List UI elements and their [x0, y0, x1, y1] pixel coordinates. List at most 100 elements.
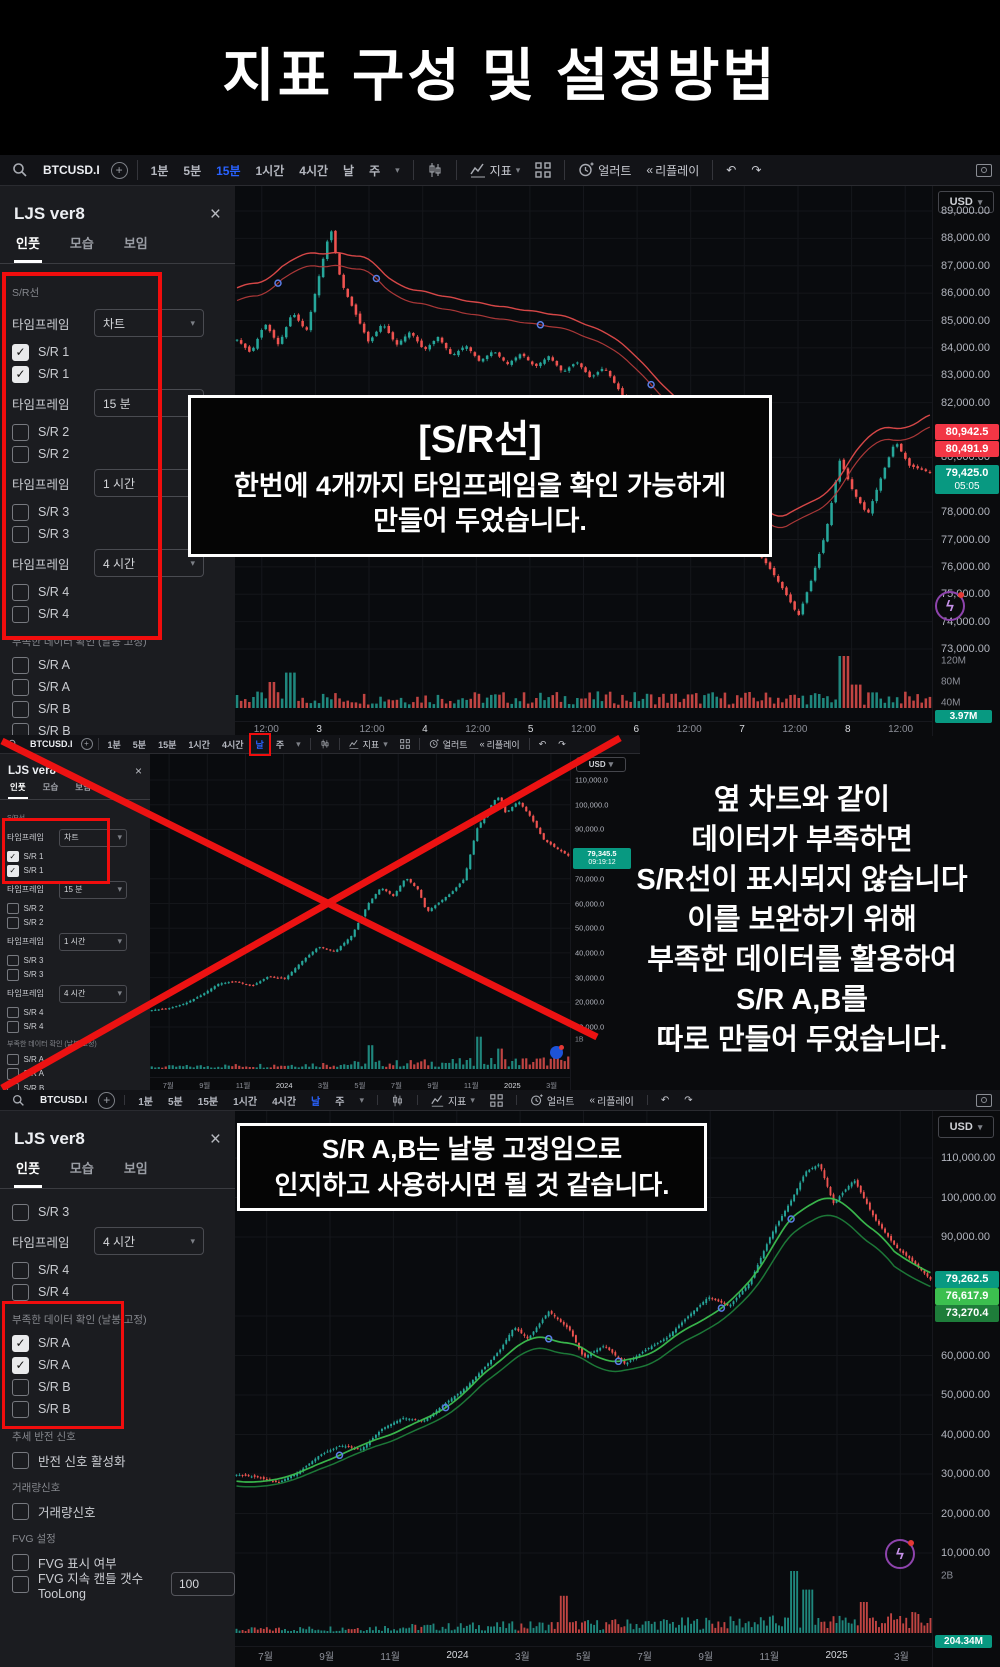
- timeframe-5분[interactable]: 5분: [132, 739, 147, 750]
- add-symbol-button[interactable]: +: [110, 161, 128, 179]
- checkbox-s-r-1[interactable]: ✓: [12, 343, 29, 361]
- tab-보임[interactable]: 보임: [123, 236, 148, 251]
- fvg-candle-count-input[interactable]: [171, 1572, 235, 1596]
- checkbox-반전-신호-활성화[interactable]: [12, 1451, 29, 1469]
- timeframe-menu-chevron-icon[interactable]: ▾: [296, 738, 301, 749]
- checkbox-s-r-a[interactable]: [7, 1053, 19, 1065]
- checkbox-s-r-4[interactable]: [12, 605, 29, 623]
- symbol-search[interactable]: BTCUSD.I: [40, 1094, 88, 1106]
- checkbox-s-r-b[interactable]: [12, 1378, 29, 1396]
- candle-style-icon[interactable]: [423, 160, 447, 180]
- time-axis[interactable]: 7월 9월 11월 2024 3월 5월 7월 9월 11월 2025 3월: [235, 1646, 932, 1664]
- checkbox-s-r-1[interactable]: ✓: [7, 850, 19, 862]
- alert-button[interactable]: 얼러트: [425, 736, 472, 753]
- undo-icon[interactable]: ↶: [538, 738, 547, 749]
- tab-보임[interactable]: 보임: [75, 782, 91, 792]
- timeframe-15분[interactable]: 15분: [197, 1096, 219, 1108]
- timeframe-1시간[interactable]: 1시간: [255, 163, 285, 178]
- indicators-button[interactable]: 지표 ▾: [466, 160, 525, 181]
- timeframe-1분[interactable]: 1분: [138, 1096, 153, 1108]
- timeframe-1분[interactable]: 1분: [107, 739, 121, 750]
- alert-button[interactable]: 얼러트: [526, 1091, 579, 1110]
- checkbox-s-r-4[interactable]: [7, 1021, 19, 1033]
- undo-icon[interactable]: ↶: [660, 1094, 670, 1106]
- timeframe-날[interactable]: 날: [248, 732, 271, 756]
- add-symbol-button[interactable]: +: [98, 1091, 116, 1109]
- search-icon[interactable]: [4, 737, 22, 751]
- checkbox-s-r-3[interactable]: [12, 525, 29, 543]
- replay-button[interactable]: «리플레이: [589, 1094, 634, 1108]
- close-icon[interactable]: ×: [209, 203, 221, 225]
- price-axis[interactable]: USD▾110,000.00100,000.0090,000.0070,000.…: [932, 1111, 1000, 1667]
- timeframe-menu-chevron-icon[interactable]: ▾: [395, 164, 400, 175]
- timeframe-dropdown[interactable]: 1 시간▾: [59, 932, 127, 951]
- camera-icon[interactable]: [976, 1093, 992, 1107]
- price-chart-daily-nodata[interactable]: [150, 754, 570, 1077]
- checkbox-fvg-지속-캔들-갯수-toolong[interactable]: [12, 1575, 29, 1593]
- replay-button[interactable]: «리플레이: [646, 163, 700, 178]
- checkbox-s-r-2[interactable]: [12, 445, 29, 463]
- timeframe-15분[interactable]: 15분: [216, 163, 241, 178]
- timeframe-dropdown[interactable]: 4 시간 ▾: [59, 984, 127, 1003]
- redo-icon[interactable]: ↷: [684, 1094, 693, 1106]
- timeframe-dropdown[interactable]: 4 시간 ▾: [94, 549, 204, 577]
- timeframe-주[interactable]: 주: [335, 1096, 345, 1108]
- checkbox-s-r-4[interactable]: [12, 1283, 29, 1301]
- layout-grid-icon[interactable]: [531, 160, 555, 180]
- search-icon[interactable]: [8, 1092, 29, 1109]
- boost-icon[interactable]: ϟ: [935, 591, 965, 621]
- timeframe-dropdown[interactable]: 차트 ▾: [94, 309, 204, 337]
- candle-style-icon[interactable]: [387, 1092, 408, 1109]
- checkbox-s-r-4[interactable]: [12, 1261, 29, 1279]
- checkbox-fvg-표시-여부[interactable]: [12, 1553, 29, 1571]
- tab-모습[interactable]: 모습: [69, 236, 94, 251]
- tab-인풋[interactable]: 인풋: [14, 233, 42, 263]
- timeframe-dropdown[interactable]: 4 시간 ▾: [94, 1227, 204, 1255]
- timeframe-menu-chevron-icon[interactable]: ▾: [359, 1094, 364, 1105]
- checkbox-s-r-1[interactable]: ✓: [7, 865, 19, 877]
- timeframe-1분[interactable]: 1분: [150, 163, 169, 178]
- checkbox-s-r-a[interactable]: [12, 678, 29, 696]
- timeframe-주[interactable]: 주: [275, 739, 285, 750]
- chart-area[interactable]: 7월 9월 11월 2024 3월 5월 7월 9월 11월 2025 3월: [150, 754, 570, 1092]
- checkbox-s-r-4[interactable]: [12, 583, 29, 601]
- camera-icon[interactable]: [976, 163, 992, 177]
- search-icon[interactable]: [8, 160, 32, 180]
- layout-grid-icon[interactable]: [396, 737, 414, 751]
- close-icon[interactable]: ×: [134, 764, 142, 778]
- layout-grid-icon[interactable]: [486, 1092, 507, 1109]
- checkbox-s-r-3[interactable]: [12, 503, 29, 521]
- timeframe-dropdown[interactable]: 15 분▾: [59, 880, 127, 899]
- indicators-button[interactable]: 지표 ▾: [427, 1091, 479, 1110]
- time-axis[interactable]: 12:00 3 12:00 4 12:00 5 12:00 6 12:00 7 12:00 8 12:0…: [235, 721, 932, 737]
- checkbox-s-r-2[interactable]: [12, 423, 29, 441]
- checkbox-s-r-3[interactable]: [7, 954, 19, 966]
- checkbox-s-r-a[interactable]: ✓: [12, 1356, 29, 1374]
- alert-button[interactable]: 얼러트: [574, 160, 635, 181]
- price-axis[interactable]: USD ▾ 89,000.00 88,000.00 87,000.00 86,000.00…: [932, 186, 1000, 736]
- checkbox-s-r-b[interactable]: [12, 700, 29, 718]
- timeframe-날[interactable]: 날: [343, 163, 355, 178]
- timeframe-5분[interactable]: 5분: [168, 1096, 183, 1108]
- currency-button[interactable]: USD ▾: [938, 191, 994, 213]
- tab-보임[interactable]: 보임: [123, 1161, 148, 1176]
- tab-인풋[interactable]: 인풋: [8, 781, 28, 799]
- tab-모습[interactable]: 모습: [42, 782, 59, 792]
- checkbox-s-r-b[interactable]: [12, 1400, 29, 1418]
- tab-모습[interactable]: 모습: [69, 1161, 94, 1176]
- checkbox-s-r-2[interactable]: [7, 902, 19, 914]
- redo-icon[interactable]: ↷: [558, 738, 566, 749]
- timeframe-1시간[interactable]: 1시간: [188, 739, 210, 750]
- checkbox-s-r-a[interactable]: [12, 656, 29, 674]
- checkbox-s-r-2[interactable]: [7, 917, 19, 929]
- boost-icon[interactable]: ϟ: [885, 1539, 915, 1569]
- symbol-search[interactable]: BTCUSD.I: [43, 163, 100, 177]
- checkbox-거래량신호[interactable]: [12, 1502, 29, 1520]
- candle-style-icon[interactable]: [316, 737, 334, 751]
- timeframe-1시간[interactable]: 1시간: [233, 1096, 258, 1108]
- checkbox-s-r-1[interactable]: ✓: [12, 365, 29, 383]
- add-symbol-button[interactable]: +: [80, 738, 93, 750]
- checkbox-s-r-3[interactable]: [7, 969, 19, 981]
- checkbox-s-r-4[interactable]: [7, 1006, 19, 1018]
- replay-button[interactable]: «리플레이: [479, 739, 520, 750]
